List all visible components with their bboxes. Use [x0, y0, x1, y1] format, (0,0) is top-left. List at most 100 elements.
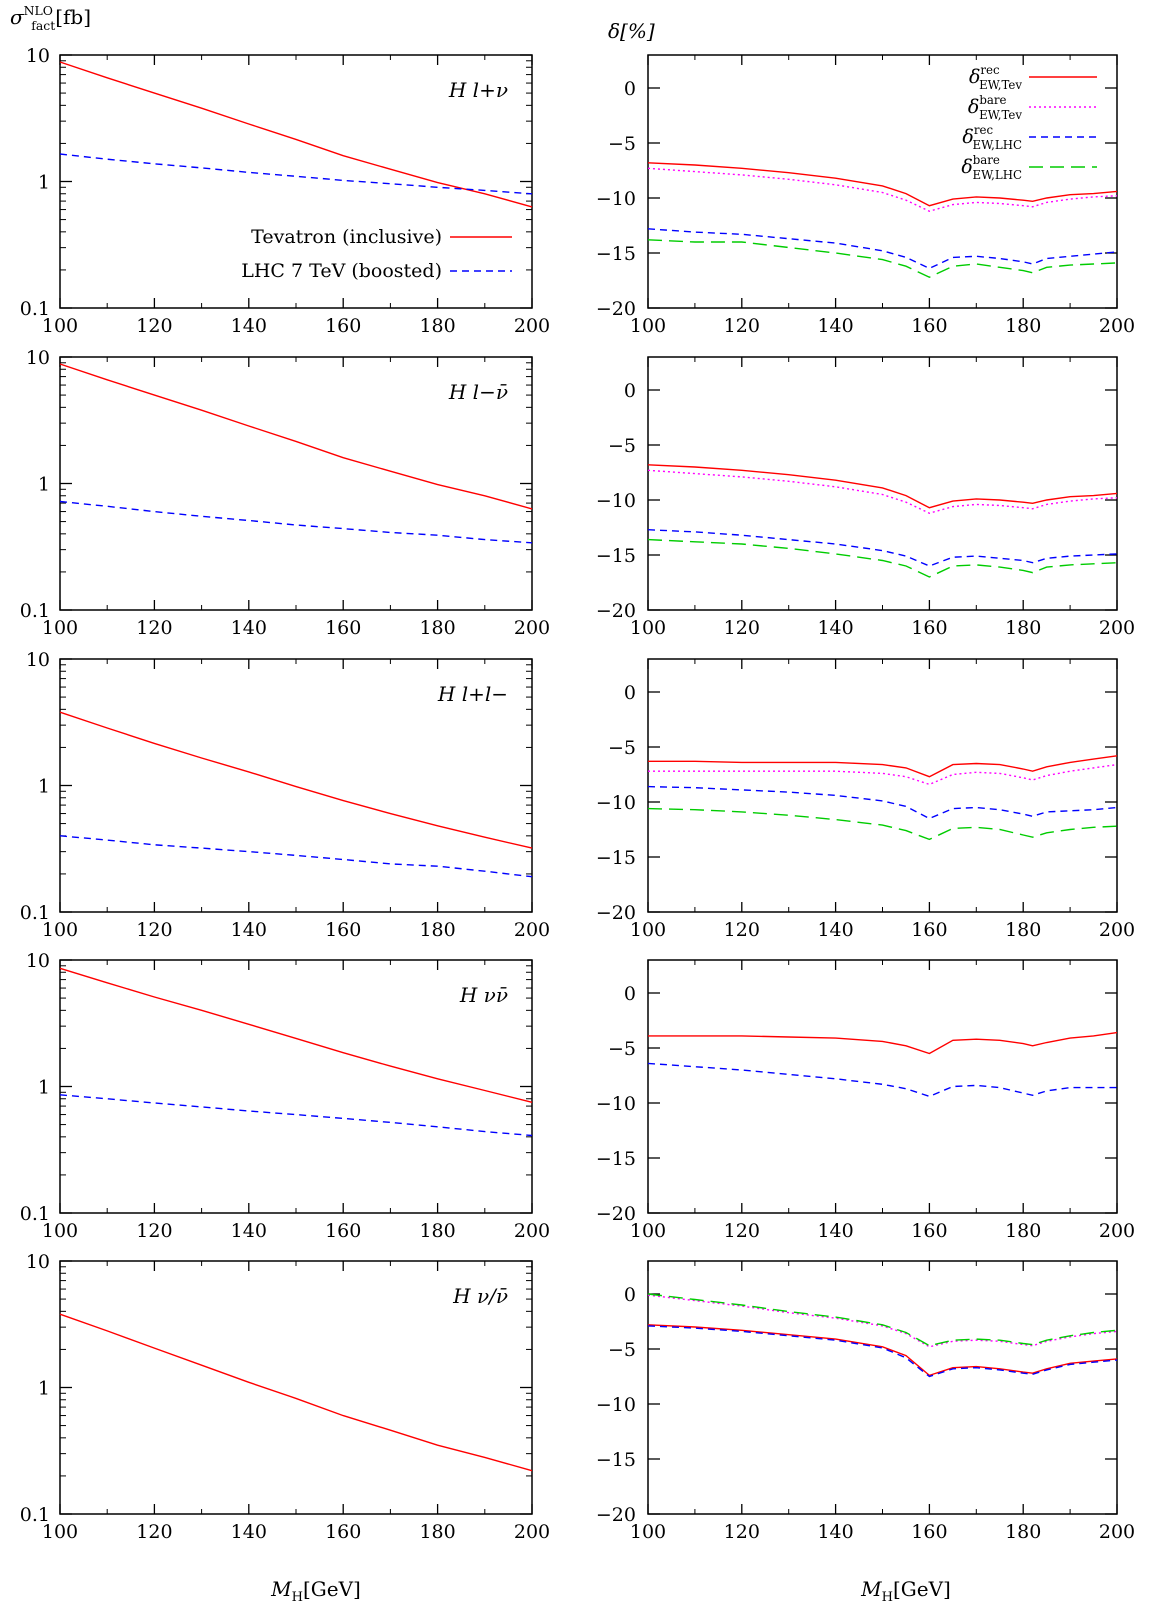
y-tick-label: −20	[596, 298, 636, 320]
y-tick-label: 0.1	[20, 1203, 50, 1225]
process-label: H l−ν̄	[448, 380, 508, 404]
x-tick-label: 180	[419, 1220, 455, 1242]
right-5-series-2	[647, 1294, 1118, 1348]
right-1-series-2	[647, 167, 1118, 212]
x-tick-label: 200	[514, 315, 550, 337]
x-tick-label: 160	[911, 315, 947, 337]
y-tick-label: 0	[624, 983, 636, 1005]
y-tick-label: −5	[608, 435, 636, 457]
process-label: H l+ν	[448, 78, 508, 102]
legend-label: δrec EW,Tev	[969, 63, 1022, 92]
y-tick-label: 1	[38, 172, 50, 194]
right-1-series-4	[647, 239, 1118, 278]
right-2-series-4	[647, 538, 1118, 578]
y-tick-label: −5	[608, 133, 636, 155]
x-tick-label: 100	[630, 315, 666, 337]
x-tick-label: 160	[325, 1220, 361, 1242]
right-5-series-4	[647, 1293, 1118, 1347]
x-tick-label: 120	[136, 919, 172, 941]
right-2-series-1	[647, 464, 1118, 509]
x-tick-label: 140	[817, 1521, 853, 1543]
process-label: H l+l−	[437, 682, 508, 706]
x-tick-label: 100	[42, 315, 78, 337]
y-tick-label: 0	[624, 682, 636, 704]
x-tick-label: 120	[136, 617, 172, 639]
process-label: H ν/ν̄	[452, 1284, 508, 1308]
y-tick-label: 0	[624, 1284, 636, 1306]
left-1-panel: 100 120 140 160 180 200 0.1 1 10 H l+ν Tevatron (i…	[20, 45, 550, 337]
y-tick-label: 0.1	[20, 902, 50, 924]
x-tick-label: 140	[817, 315, 853, 337]
x-tick-label: 120	[136, 315, 172, 337]
x-tick-label: 180	[419, 919, 455, 941]
legend-label: LHC 7 TeV (boosted)	[241, 260, 442, 282]
legend-label: δrec EW,LHC	[962, 123, 1022, 152]
y-tick-label: −5	[608, 737, 636, 759]
x-tick-label: 140	[231, 315, 267, 337]
left-y-axis-label: σNLO fact[fb]	[10, 3, 91, 33]
y-tick-label: −15	[596, 1449, 636, 1471]
right-3-series-4	[647, 807, 1118, 841]
right-1-series-3	[647, 228, 1118, 270]
right-2-frame	[647, 356, 1118, 611]
y-tick-label: 10	[26, 1251, 50, 1273]
x-tick-label: 160	[911, 1220, 947, 1242]
x-tick-label: 180	[1005, 1521, 1041, 1543]
left-2-series-2	[59, 500, 533, 544]
right-3-series-2	[648, 763, 1118, 786]
y-tick-label: 10	[26, 950, 50, 972]
x-tick-label: 200	[1099, 1220, 1135, 1242]
x-tick-label: 100	[630, 1220, 666, 1242]
x-tick-label: 120	[724, 1521, 760, 1543]
y-tick-label: −5	[608, 1339, 636, 1361]
left-4-series-2	[59, 1094, 533, 1137]
x-tick-label: 100	[42, 1220, 78, 1242]
y-tick-label: −10	[596, 1093, 636, 1115]
right-3-panel: 100 120 140 160 180 200 0 −5 −10 −15 −20	[596, 658, 1135, 941]
right-5-frame	[647, 1260, 1118, 1515]
right-3-frame	[647, 658, 1118, 913]
y-tick-label: 1	[38, 474, 50, 496]
x-tick-label: 100	[42, 919, 78, 941]
right-5-panel: 100 120 140 160 180 200 0 −5 −10 −15 −20	[596, 1260, 1135, 1543]
left-2-series-1	[59, 363, 533, 510]
x-tick-label: 140	[817, 617, 853, 639]
right-3-series-1	[648, 755, 1118, 778]
x-tick-label: 100	[42, 617, 78, 639]
right-4-series-1	[648, 1031, 1118, 1055]
y-tick-label: −10	[596, 1394, 636, 1416]
x-tick-label: 200	[1099, 1521, 1135, 1543]
left-1-series-1	[59, 61, 533, 208]
y-tick-label: −15	[596, 847, 636, 869]
x-tick-label: 200	[514, 1521, 550, 1543]
y-tick-label: 0	[624, 78, 636, 100]
right-5-series-3	[647, 1325, 1118, 1378]
y-tick-label: 1	[38, 776, 50, 798]
y-tick-label: −20	[596, 600, 636, 622]
x-tick-label: 200	[1099, 315, 1135, 337]
x-tick-label: 120	[724, 315, 760, 337]
y-tick-label: 0.1	[20, 1504, 50, 1526]
x-tick-label: 200	[514, 919, 550, 941]
left-2-panel: 100 120 140 160 180 200 0.1 1 10 H l−ν̄	[20, 347, 550, 639]
y-tick-label: 0	[624, 380, 636, 402]
x-tick-label: 160	[911, 1521, 947, 1543]
legend-label: δbare EW,Tev	[968, 93, 1022, 122]
x-tick-label: 100	[630, 919, 666, 941]
x-tick-label: 180	[1005, 617, 1041, 639]
left-3-panel: 100 120 140 160 180 200 0.1 1 10 H l+l−	[20, 649, 550, 941]
x-tick-label: 180	[419, 1521, 455, 1543]
y-tick-label: 10	[26, 347, 50, 369]
x-tick-label: 160	[325, 315, 361, 337]
y-tick-label: 1	[38, 1378, 50, 1400]
left-3-series-2	[59, 835, 533, 878]
x-tick-label: 100	[630, 1521, 666, 1543]
x-tick-label: 160	[325, 1521, 361, 1543]
x-tick-label: 180	[1005, 919, 1041, 941]
process-label: H νν̄	[459, 983, 508, 1007]
y-tick-label: 10	[26, 45, 50, 67]
right-4-panel: 100 120 140 160 180 200 0 −5 −10 −15 −20	[596, 959, 1135, 1242]
x-tick-label: 140	[231, 1220, 267, 1242]
